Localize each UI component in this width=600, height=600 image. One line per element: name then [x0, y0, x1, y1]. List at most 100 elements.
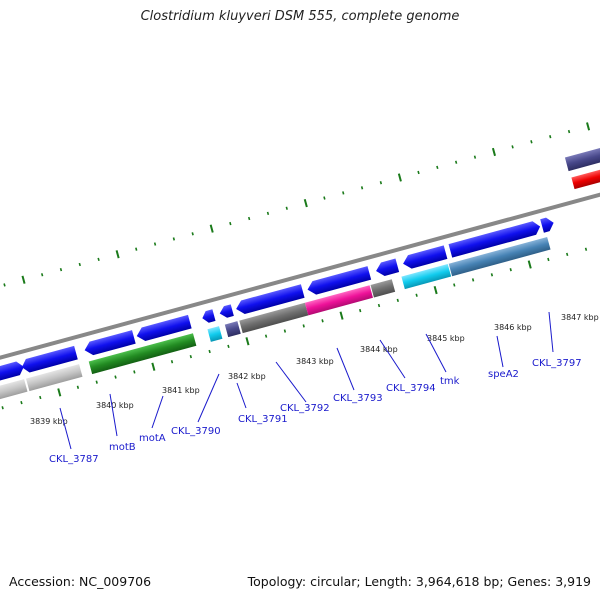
- kbp-tick-label: 3842 kbp: [228, 372, 266, 381]
- cds-arrow[interactable]: [20, 345, 78, 374]
- kbp-tick-label: 3844 kbp: [360, 345, 398, 354]
- cds-arrow[interactable]: [234, 284, 305, 316]
- map-title: Clostridium kluyveri DSM 555, complete g…: [140, 9, 460, 24]
- minor-tick: [471, 278, 475, 282]
- gene-label[interactable]: tmk: [440, 376, 460, 387]
- minor-tick: [189, 354, 192, 359]
- genome-backbone: [0, 181, 600, 375]
- minor-tick: [76, 385, 80, 389]
- minor-tick: [323, 196, 326, 200]
- minor-tick: [133, 370, 136, 374]
- minor-tick: [40, 273, 44, 277]
- major-tick: [245, 337, 250, 346]
- minor-tick: [172, 237, 176, 241]
- major-tick: [151, 362, 156, 371]
- feature-block[interactable]: [448, 237, 551, 277]
- minor-tick: [247, 216, 251, 221]
- accession-label: Accession: NC_009706: [9, 574, 152, 589]
- gene-label[interactable]: CKL_3787: [49, 454, 99, 465]
- minor-tick: [266, 211, 270, 216]
- minor-tick: [359, 308, 362, 313]
- kbp-axis-labels: 3839 kbp 3840 kbp 3841 kbp 3842 kbp 3843 kbp…: [30, 313, 599, 426]
- minor-tick: [454, 160, 458, 164]
- cds-arrow[interactable]: [135, 314, 192, 343]
- minor-tick: [509, 268, 512, 272]
- minor-tick: [39, 395, 42, 400]
- cds-arrow[interactable]: [564, 139, 600, 172]
- major-tick: [339, 311, 344, 320]
- minor-tick: [584, 247, 588, 251]
- feature-block[interactable]: [207, 326, 223, 342]
- minor-tick: [78, 262, 81, 267]
- feature-row-top: [564, 139, 600, 190]
- minor-tick: [567, 129, 571, 134]
- feature-block[interactable]: [88, 333, 197, 375]
- cds-arrow[interactable]: [218, 304, 234, 319]
- minor-tick: [547, 257, 550, 262]
- cds-arrow[interactable]: [374, 258, 400, 278]
- gene-label[interactable]: CKL_3794: [386, 383, 436, 394]
- genome-track: [0, 122, 600, 417]
- gene-label[interactable]: CKL_3790: [171, 426, 221, 437]
- minor-tick: [114, 375, 117, 379]
- major-tick: [527, 260, 532, 269]
- kbp-tick-label: 3840 kbp: [96, 401, 134, 410]
- feature-block[interactable]: [401, 264, 452, 290]
- outer-scale-ticks: [3, 122, 591, 287]
- minor-tick: [208, 349, 211, 354]
- cds-arrow[interactable]: [401, 245, 448, 270]
- feature-block[interactable]: [304, 285, 373, 316]
- gene-leader-line: [109, 393, 118, 437]
- minor-tick: [549, 135, 552, 139]
- minor-tick: [285, 206, 288, 210]
- gene-label[interactable]: CKL_3791: [238, 414, 288, 425]
- minor-tick: [1, 406, 4, 410]
- feature-block[interactable]: [0, 379, 28, 417]
- minor-tick: [473, 155, 477, 159]
- gene-leader-line: [151, 395, 164, 429]
- gene-leader-line: [197, 373, 220, 423]
- cds-arrow[interactable]: [201, 309, 216, 324]
- kbp-tick-label: 3847 kbp: [561, 313, 599, 322]
- gene-label[interactable]: speA2: [488, 369, 519, 380]
- gene-leader-line: [336, 347, 355, 391]
- feature-block[interactable]: [571, 160, 600, 190]
- minor-tick: [95, 380, 98, 384]
- forward-strand-features: [0, 216, 555, 399]
- gene-label[interactable]: CKL_3793: [333, 393, 383, 404]
- gene-label[interactable]: motA: [139, 433, 166, 444]
- minor-tick: [377, 303, 381, 308]
- cds-arrow[interactable]: [540, 216, 555, 233]
- minor-tick: [229, 221, 232, 226]
- minor-tick: [453, 283, 456, 287]
- major-tick: [397, 173, 402, 182]
- cds-arrow[interactable]: [83, 330, 136, 357]
- cds-arrow[interactable]: [448, 220, 542, 258]
- gene-label[interactable]: CKL_3792: [280, 403, 330, 414]
- feature-block[interactable]: [26, 364, 83, 392]
- inner-scale-ticks: [1, 247, 588, 410]
- feature-block[interactable]: [239, 302, 309, 334]
- gene-label[interactable]: motB: [109, 442, 136, 453]
- minor-tick: [170, 360, 174, 364]
- feature-block[interactable]: [370, 279, 396, 298]
- cds-arrow[interactable]: [306, 266, 372, 296]
- kbp-tick-label: 3845 kbp: [427, 334, 465, 343]
- gene-label[interactable]: CKL_3797: [532, 358, 582, 369]
- kbp-tick-label: 3839 kbp: [30, 417, 68, 426]
- minor-tick: [97, 257, 100, 262]
- feature-blocks-lower: [0, 237, 551, 417]
- kbp-tick-label: 3841 kbp: [162, 386, 200, 395]
- major-tick: [303, 198, 308, 208]
- minor-tick: [396, 298, 399, 303]
- minor-tick: [264, 334, 268, 338]
- feature-block[interactable]: [224, 321, 241, 338]
- gene-leader-line: [548, 311, 554, 353]
- minor-tick: [490, 273, 494, 277]
- minor-tick: [566, 252, 569, 257]
- cds-arrow[interactable]: [0, 360, 26, 399]
- gene-leader-line: [425, 333, 447, 373]
- minor-tick: [283, 329, 287, 333]
